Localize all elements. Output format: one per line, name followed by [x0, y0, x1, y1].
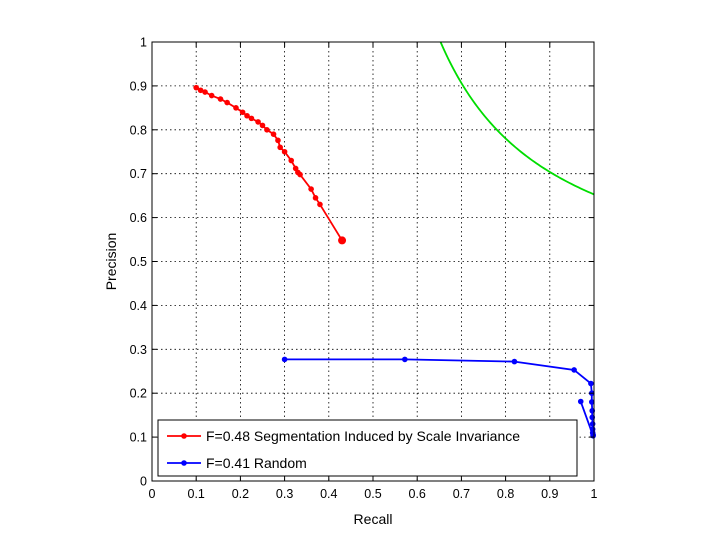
series-0-point	[239, 109, 246, 116]
series-0-point	[312, 195, 319, 201]
series-0-point	[297, 171, 303, 178]
series-0-point	[270, 131, 277, 137]
series-1-point	[571, 367, 577, 373]
x-tick-label: 1	[591, 487, 598, 501]
y-tick-label: 0.8	[130, 123, 147, 137]
series-0-point	[202, 89, 208, 95]
series-0-point	[217, 96, 224, 102]
series-0-point	[248, 115, 255, 122]
series-0-point	[288, 157, 295, 164]
y-tick-label: 0.4	[130, 299, 147, 313]
series-0-point	[308, 186, 314, 192]
series-0-point	[208, 92, 215, 99]
series-0-point	[259, 122, 266, 129]
series-1-point	[281, 356, 288, 363]
axis-ticks: 0 0.1 0.2 0.3 0.4 0.5 0.6 0.7 0.8 0.9 1 0 0.1 0.2 0.3 0…	[130, 36, 598, 502]
x-tick-label: 0.3	[276, 487, 293, 501]
series-0-point	[197, 87, 204, 94]
y-tick-label: 0.5	[130, 255, 147, 269]
legend-swatch-marker	[181, 433, 187, 439]
x-tick-label: 0.8	[497, 487, 514, 501]
series-0-point	[317, 201, 323, 208]
series-1-point	[577, 398, 584, 405]
x-tick-label: 0	[149, 487, 156, 501]
y-tick-label: 0.9	[130, 79, 147, 93]
series-0-point	[224, 99, 230, 106]
series-0-point	[255, 119, 261, 125]
x-tick-label: 0.9	[541, 487, 558, 501]
series-0-point	[281, 148, 288, 155]
y-tick-label: 0.7	[130, 167, 147, 181]
series-1-point	[590, 432, 596, 439]
series-1-point	[588, 399, 595, 405]
series-0-point	[277, 144, 283, 151]
x-tick-label: 0.7	[453, 487, 470, 501]
series-0-point	[264, 127, 270, 133]
y-tick-label: 0.3	[130, 343, 147, 357]
legend-box	[157, 419, 578, 477]
y-tick-label: 0.2	[130, 387, 147, 401]
series-1-point	[511, 358, 518, 365]
legend-entry: F=0.48 Segmentation Induced by Scale Inv…	[206, 428, 520, 444]
series-0-point	[193, 84, 199, 91]
series-0-point	[244, 112, 250, 119]
series-1-point	[402, 356, 408, 363]
series-1-point	[588, 380, 594, 387]
series-line-2	[439, 41, 595, 196]
x-tick-label: 0.4	[320, 487, 337, 501]
y-tick-label: 0.6	[130, 211, 147, 225]
curves	[193, 41, 596, 439]
series-0-point	[275, 137, 281, 144]
x-tick-label: 0.1	[188, 487, 205, 501]
x-axis-label: Recall	[354, 511, 393, 527]
y-axis-label: Precision	[103, 233, 119, 291]
y-tick-label: 1	[140, 36, 147, 50]
x-tick-label: 0.5	[364, 487, 381, 501]
series-0-point	[233, 105, 239, 111]
series-0-point	[338, 236, 347, 245]
legend: F=0.48 Segmentation Induced by Scale Inv…	[157, 419, 578, 477]
grid-lines	[152, 42, 594, 481]
legend-swatch-marker	[181, 460, 187, 466]
x-tick-label: 0.2	[232, 487, 249, 501]
x-tick-label: 0.6	[409, 487, 426, 501]
y-tick-label: 0	[140, 475, 147, 489]
y-tick-label: 0.1	[130, 431, 147, 445]
series-1-point	[589, 421, 596, 427]
legend-entry: F=0.41 Random	[206, 455, 307, 471]
